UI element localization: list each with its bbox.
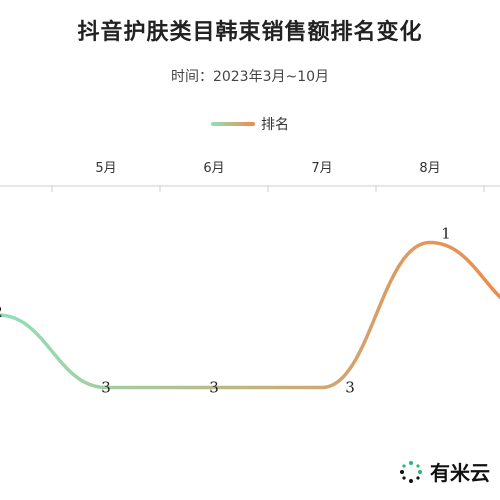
data-label: 2 [0,303,3,321]
watermark-text: 有米云 [430,461,490,485]
chart-subtitle: 时间：2023年3月~10月 [170,69,330,85]
legend-swatch [211,122,255,126]
data-label: 1 [441,225,451,243]
watermark: 有米云 [398,457,490,486]
legend: 排名 [0,114,500,134]
chart-title: 抖音护肤类目韩束销售额排名变化 [77,20,423,45]
data-label: 3 [209,379,219,397]
x-tick-label: 7月 [311,161,332,176]
x-tick-label: 8月 [419,161,440,176]
logo-icon [400,460,422,483]
data-label: 3 [345,379,355,397]
series-line [0,240,500,390]
x-tick-label: 6月 [203,161,224,176]
data-label: 3 [101,379,111,397]
legend-label: 排名 [261,117,289,133]
x-tick-label: 5月 [95,161,116,176]
